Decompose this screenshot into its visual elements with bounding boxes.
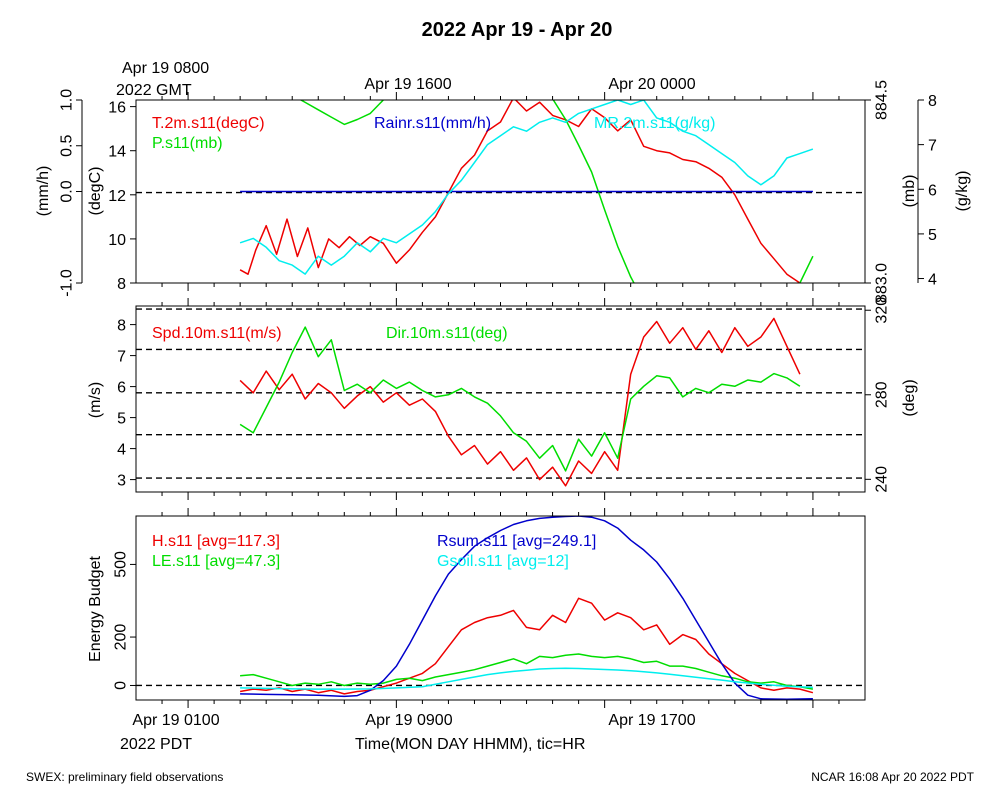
legend-mixing-ratio: MR.2m.s11(g/kg) [594, 115, 716, 132]
top-rain-tick-label: 0.5 [59, 135, 76, 157]
bot-plot-area [136, 516, 865, 700]
mid-series-line-0 [239, 317, 801, 487]
gmt-time-label-1600: Apr 19 1600 [364, 76, 451, 93]
top-temp-tick-label: 16 [108, 100, 126, 117]
top-mr-tick-label: 8 [928, 93, 937, 110]
mid-speed-tick-label: 5 [117, 411, 126, 428]
top-mr-axis: 4 5 6 7 8 [917, 93, 937, 289]
top-panel-labels: (mm/h) (degC) (mb) (g/kg) T.2m.s11(degC)… [35, 115, 971, 216]
top-mr-tick-label: 7 [928, 138, 937, 155]
middle-panel: 3 4 5 6 7 8 240 280 320 (m/s) (deg) Spd.10m.s11(… [87, 297, 918, 500]
bot-energy-axis: 0 200 500 [113, 551, 136, 690]
top-panel-frame [135, 99, 866, 284]
legend-soil-heat: Gsoil.s11 [avg=12] [437, 553, 569, 570]
top-temp-tick-label: 8 [117, 276, 126, 293]
top-temp-axis: 8 10 12 14 16 [108, 100, 136, 293]
footer-source: SWEX: preliminary field observations [26, 770, 223, 784]
bot-energy-tick-label: 500 [113, 551, 130, 578]
top-rain-tick-label: 1.0 [59, 89, 76, 111]
legend-net-radiation: Rsum.s11 [avg=249.1] [437, 533, 596, 550]
legend-wind-speed: Spd.10m.s11(m/s) [152, 325, 282, 342]
mid-speed-tick-label: 7 [117, 349, 126, 366]
bot-energy-tick-label: 200 [113, 624, 130, 651]
pdt-time-label-0100: Apr 19 0100 [132, 712, 219, 729]
temp-axis-label: (degC) [87, 167, 104, 216]
mid-speed-tick-label: 8 [117, 318, 126, 335]
legend-pressure: P.s11(mb) [152, 135, 223, 152]
mid-dir-axis: 240 280 320 [865, 297, 891, 493]
legend-sensible-heat: H.s11 [avg=117.3] [152, 533, 280, 550]
mid-speed-tick-label: 6 [117, 380, 126, 397]
top-panel: -1.0 0.0 0.5 1.0 8 10 12 14 16 883.0 884.5 4 5 6 7 8 (m… [35, 80, 971, 303]
gmt-start-label-line2: 2022 GMT [116, 82, 192, 99]
top-rain-tick-label: -1.0 [59, 269, 76, 297]
mid-dir-tick-label: 320 [874, 297, 891, 324]
mid-speed-tick-label: 4 [117, 442, 126, 459]
legend-temperature: T.2m.s11(degC) [152, 115, 265, 132]
mid-dir-tick-label: 280 [874, 381, 891, 408]
legend-wind-direction: Dir.10m.s11(deg) [386, 325, 508, 342]
energy-axis-label: Energy Budget [87, 556, 104, 662]
top-temp-tick-label: 10 [108, 232, 126, 249]
top-plot-area [136, 100, 865, 283]
top-rain-axis: -1.0 0.0 0.5 1.0 [59, 89, 83, 297]
pressure-axis-label: (mb) [901, 175, 918, 208]
middle-panel-frame [135, 305, 866, 493]
mid-dir-tick-label: 240 [874, 466, 891, 493]
pdt-time-label-1700: Apr 19 1700 [608, 712, 695, 729]
bot-x-ticks [161, 508, 840, 708]
mid-speed-axis: 3 4 5 6 7 8 [117, 318, 136, 490]
top-rain-tick-label: 0.0 [59, 180, 76, 202]
mid-series-line-1 [239, 326, 801, 472]
top-series-line-0 [239, 100, 801, 283]
mid-x-ticks [161, 298, 840, 500]
gmt-time-label-0000: Apr 20 0000 [608, 76, 695, 93]
top-mr-tick-label: 6 [928, 182, 937, 199]
bot-series-line-0 [239, 597, 814, 695]
bot-energy-tick-label: 0 [113, 681, 130, 690]
x-axis-title: Time(MON DAY HHMM), tic=HR [355, 736, 585, 753]
chart-title: 2022 Apr 19 - Apr 20 [422, 19, 613, 41]
top-mr-tick-label: 5 [928, 227, 937, 244]
speed-axis-label: (m/s) [87, 382, 104, 418]
top-pressure-tick-label: 883.0 [874, 263, 891, 303]
bot-series-line-1 [240, 653, 814, 690]
legend-latent-heat: LE.s11 [avg=47.3] [152, 553, 280, 570]
top-temp-tick-label: 12 [108, 188, 126, 205]
mr-axis-label: (g/kg) [954, 171, 971, 212]
pdt-time-label-0900: Apr 19 0900 [365, 712, 452, 729]
direction-axis-label: (deg) [901, 379, 918, 416]
mid-plot-area [136, 308, 865, 487]
top-temp-tick-label: 14 [108, 144, 126, 161]
gmt-start-label-line1: Apr 19 0800 [122, 60, 209, 77]
bot-series-line-2 [240, 516, 813, 700]
top-series-line-1 [299, 100, 814, 283]
top-pressure-tick-label: 884.5 [874, 80, 891, 120]
legend-rain-rate: Rainr.s11(mm/h) [374, 115, 491, 132]
mid-speed-tick-label: 3 [117, 473, 126, 490]
top-x-ticks [161, 92, 840, 291]
footer-timestamp: NCAR 16:08 Apr 20 2022 PDT [811, 770, 974, 784]
top-series-line-3 [239, 100, 814, 275]
bot-series-line-3 [240, 667, 813, 690]
top-pressure-axis: 883.0 884.5 [865, 80, 891, 303]
top-mr-tick-label: 4 [928, 272, 937, 289]
rain-axis-label: (mm/h) [35, 166, 52, 217]
pdt-year-label: 2022 PDT [120, 736, 192, 753]
bottom-panel-frame [135, 515, 866, 701]
